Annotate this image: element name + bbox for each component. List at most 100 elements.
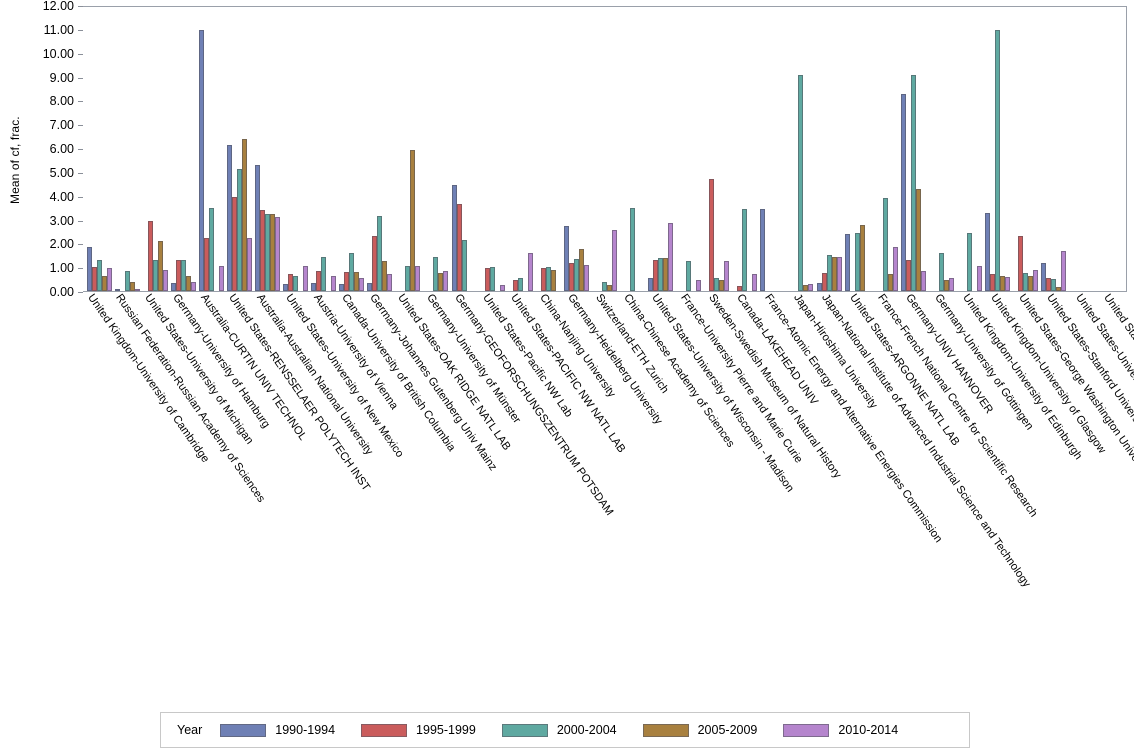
bar (377, 216, 383, 291)
bar (316, 270, 322, 291)
bar (816, 282, 822, 291)
y-tick-label: 10.00 (42, 46, 74, 61)
bar-group (1012, 7, 1040, 291)
bar (265, 213, 270, 291)
bar (648, 277, 654, 291)
bar-group (899, 7, 927, 291)
bar (91, 267, 97, 291)
bar (387, 274, 393, 291)
y-tick-mark (78, 101, 83, 103)
bar (760, 209, 766, 291)
legend-entry: 2010-2014 (783, 723, 898, 737)
x-tick-label: Australia-CURTIN UNIV TECHNOL (198, 292, 309, 443)
y-tick-mark (78, 125, 83, 127)
bar (255, 165, 260, 291)
legend-label: 2005-2009 (697, 723, 758, 737)
bar (438, 273, 444, 291)
bar (260, 210, 265, 291)
bar-group (787, 7, 815, 291)
bar-group (394, 7, 422, 291)
legend-entry: 2005-2009 (642, 723, 758, 737)
bar (601, 281, 607, 291)
bar (415, 266, 421, 291)
bar (185, 275, 191, 291)
y-tick-mark (78, 292, 83, 293)
y-tick-mark (78, 244, 83, 246)
legend-swatch (783, 723, 830, 737)
plot-area (83, 6, 1127, 292)
bar (905, 260, 911, 291)
bar (709, 179, 715, 291)
bar-groups (83, 7, 1126, 291)
bar (803, 285, 809, 291)
bar-group (478, 7, 506, 291)
y-tick-mark (78, 196, 83, 198)
bar (433, 256, 439, 291)
bar (882, 198, 888, 291)
y-tick-label: 6.00 (49, 141, 74, 156)
bar (966, 232, 972, 291)
bar (821, 273, 827, 291)
bar-group (534, 7, 562, 291)
bar-group (759, 7, 787, 291)
legend-entry: 1990-1994 (220, 723, 335, 737)
legend-entry-list: 1990-1994 1995-1999 2000-2004 2005-2009 2010… (220, 723, 924, 737)
bar (737, 286, 743, 291)
bar-group (590, 7, 618, 291)
bar (231, 197, 237, 291)
legend-label: 2000-2004 (556, 723, 617, 737)
bar (752, 274, 758, 291)
bar (489, 267, 495, 291)
bar (461, 239, 467, 291)
legend-entry: 2000-2004 (501, 723, 617, 737)
bar (372, 236, 378, 291)
bar (405, 266, 411, 291)
legend-swatch (501, 723, 548, 737)
y-tick-label: 3.00 (49, 213, 74, 228)
bar (106, 268, 112, 291)
bar-group (927, 7, 955, 291)
bar (86, 247, 92, 291)
bar (270, 213, 275, 291)
bar (175, 260, 181, 291)
bar (367, 282, 373, 291)
y-tick-mark (78, 172, 83, 174)
legend-swatch (361, 723, 408, 737)
bar-group (955, 7, 983, 291)
bar (550, 269, 556, 291)
bar (540, 268, 546, 291)
bar (349, 253, 355, 291)
bar (124, 270, 130, 291)
bar (653, 260, 659, 291)
bar (1056, 287, 1062, 291)
bar (808, 283, 814, 291)
bar (180, 260, 186, 291)
bar (915, 188, 921, 291)
bar-group (366, 7, 394, 291)
bar-group (282, 7, 310, 291)
bar (630, 207, 636, 291)
bar (517, 277, 523, 291)
bar (976, 266, 982, 291)
bar (527, 253, 533, 291)
bar (1023, 273, 1029, 291)
bar (658, 257, 664, 291)
legend-label: 1990-1994 (275, 723, 336, 737)
bar (611, 230, 617, 291)
bar (943, 280, 949, 291)
y-tick-mark (78, 6, 83, 7)
legend-label: 1995-1999 (416, 723, 476, 737)
bar (512, 280, 518, 291)
bar (499, 285, 505, 291)
bar (836, 256, 842, 291)
legend-label: 2010-2014 (838, 723, 899, 737)
bar-group (1068, 7, 1096, 291)
bar (114, 289, 120, 291)
bar (152, 260, 158, 291)
y-tick-label: 4.00 (49, 189, 74, 204)
y-axis-title: Mean of cf, frac. (8, 116, 22, 204)
bar-group (1096, 7, 1124, 291)
y-tick-mark (78, 29, 83, 31)
y-tick-mark (78, 220, 83, 222)
bar (910, 74, 916, 291)
